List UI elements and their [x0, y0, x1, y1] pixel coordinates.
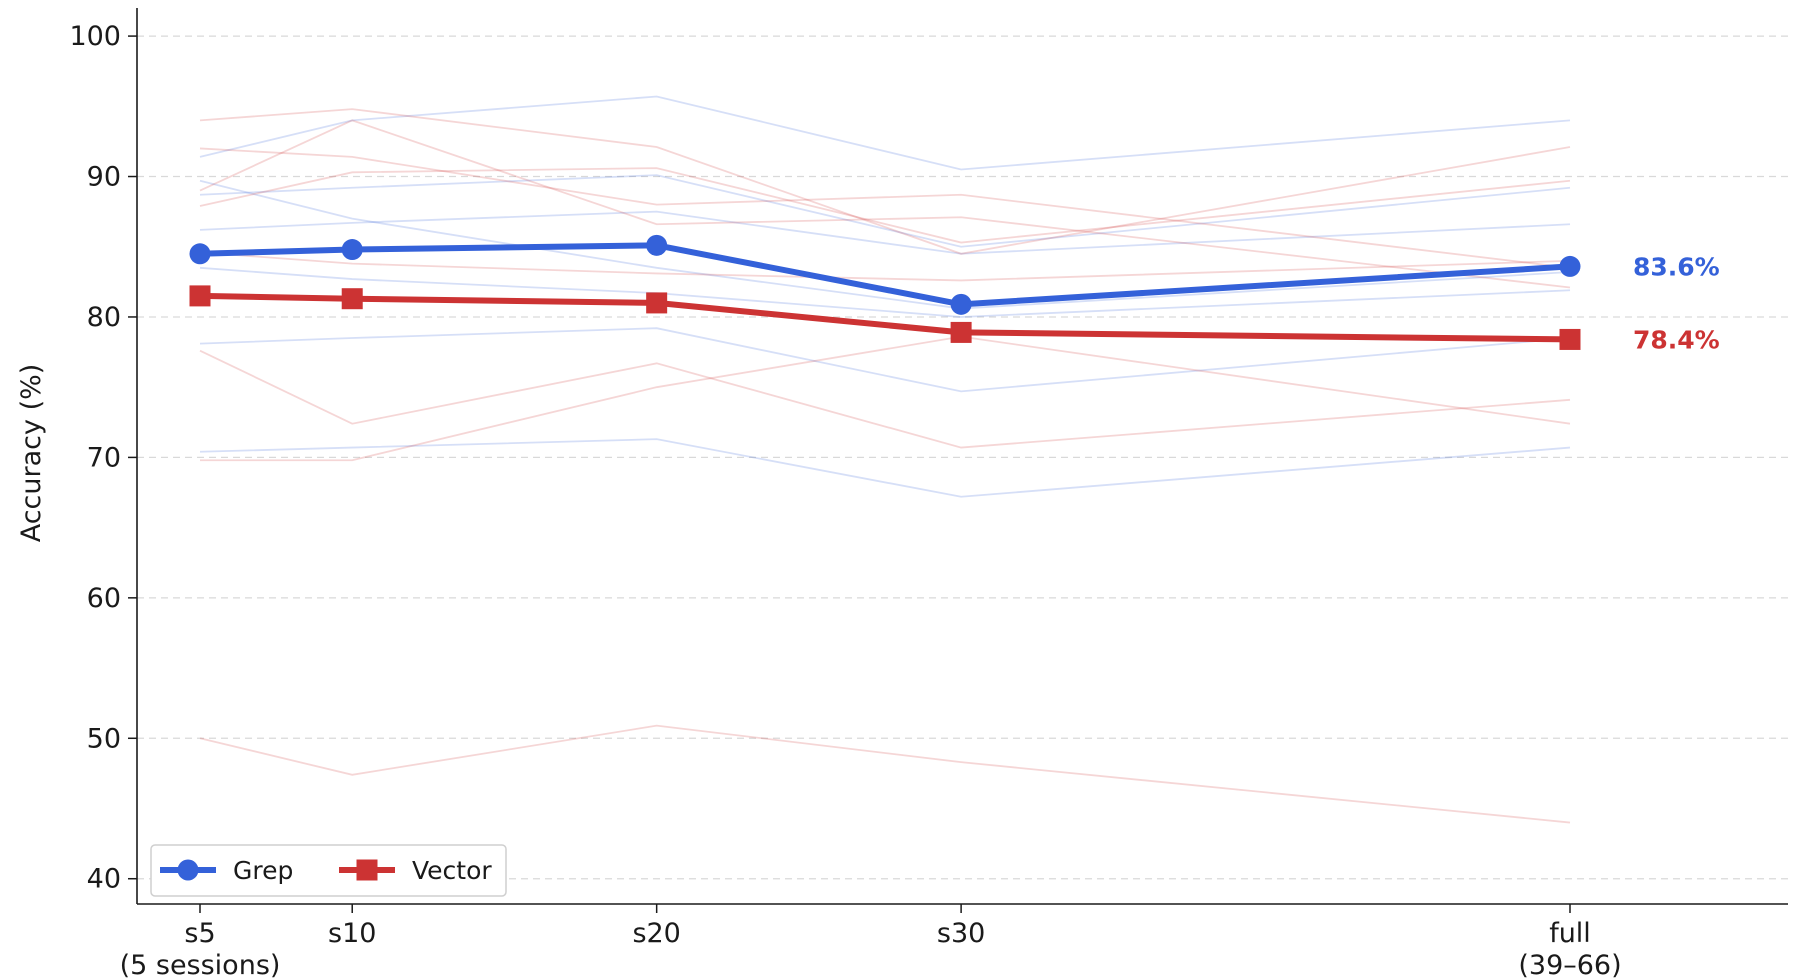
x-tick-label: s5 [184, 918, 215, 949]
background-line-vector [199, 108, 1571, 255]
y-tick-label: 70 [87, 442, 121, 473]
background-line-grep [199, 327, 1571, 393]
y-tick-label: 100 [69, 21, 121, 52]
x-tick-label: (39–66) [1518, 950, 1621, 979]
background-line-grep [199, 210, 1571, 255]
legend: Grep Vector [150, 844, 507, 897]
legend-vector-marker [356, 859, 378, 881]
grep-point [646, 234, 668, 256]
x-tick-label: s10 [328, 918, 376, 949]
vector-point [341, 288, 363, 310]
background-line-vector [199, 251, 1571, 282]
x-tick-label: s20 [632, 918, 680, 949]
vector-point [950, 321, 972, 343]
grep-point [950, 293, 972, 315]
background-series-lines [199, 95, 1571, 824]
grep-line [199, 242, 1571, 308]
background-line-grep [199, 179, 1571, 310]
x-tick-label: s30 [937, 918, 985, 949]
background-line-vector [199, 147, 1571, 269]
y-axis-title: Accuracy (%) [16, 364, 47, 543]
background-line-vector [199, 119, 1571, 289]
y-tick-label: 80 [87, 302, 121, 333]
y-tick-label: 50 [87, 723, 121, 754]
grep-end-label: 83.6% [1633, 252, 1720, 281]
background-line-grep [199, 174, 1571, 248]
vector-point [646, 292, 668, 314]
background-line-grep [199, 438, 1571, 498]
main-series [189, 234, 1581, 350]
legend-vector-label: Vector [412, 856, 492, 885]
axes: 40 50 60 70 80 90 100 s5(5 sessions) s10 s20 s30 fu… [69, 8, 1788, 979]
vector-point [189, 285, 211, 307]
grep-point [341, 239, 363, 261]
background-line-vector [199, 167, 1571, 244]
x-tick-label: (5 sessions) [120, 950, 281, 979]
end-value-labels: 83.6% 78.4% [1633, 252, 1720, 354]
x-tick-label: full [1549, 918, 1591, 949]
legend-grep-label: Grep [233, 856, 293, 885]
y-tick-label: 40 [87, 864, 121, 895]
background-line-vector [200, 335, 1571, 462]
grep-point [1559, 255, 1581, 277]
background-line-vector [199, 724, 1571, 824]
legend-grep-marker [177, 859, 199, 881]
grep-point [189, 243, 211, 265]
background-line-vector [199, 349, 1571, 449]
vector-point [1559, 328, 1581, 350]
y-tick-label: 60 [87, 583, 121, 614]
y-tick-label: 90 [87, 162, 121, 193]
vector-line [199, 292, 1571, 343]
legend-frame [150, 844, 507, 897]
background-line-grep [199, 95, 1571, 171]
vector-end-label: 78.4% [1633, 325, 1720, 354]
